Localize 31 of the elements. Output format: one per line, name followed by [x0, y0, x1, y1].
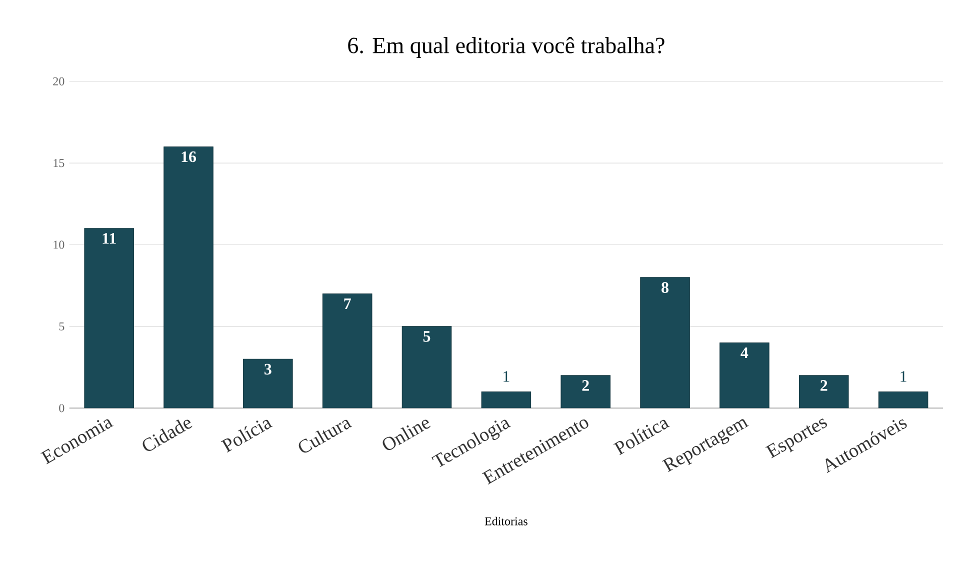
data-label: 11 [102, 233, 116, 244]
x-tick-label: Cidade [142, 419, 192, 451]
data-label: 2 [820, 380, 828, 391]
data-label: 16 [182, 151, 196, 162]
data-label: 4 [740, 347, 748, 358]
y-tick-label: 20 [53, 77, 64, 86]
y-tick-label: 15 [54, 158, 64, 167]
x-tick-label: Online [382, 420, 431, 450]
bar [720, 342, 770, 408]
y-tick-label: 0 [59, 404, 64, 412]
data-label: 2 [582, 380, 589, 391]
bar [243, 358, 293, 408]
bar [402, 326, 452, 408]
bar [164, 146, 214, 408]
bar [798, 375, 849, 408]
data-label: 8 [662, 282, 668, 293]
chart-title: 6. Em qual editoria você trabalha? [348, 36, 664, 58]
data-label: 7 [344, 298, 351, 309]
data-label: 1 [900, 371, 906, 382]
bar [84, 228, 134, 408]
data-label: 5 [423, 331, 430, 342]
x-axis-title: Editorias [484, 516, 528, 526]
bar [481, 391, 532, 408]
bar [322, 293, 372, 408]
data-label: 1 [504, 371, 510, 382]
bar [878, 391, 928, 408]
data-label: 3 [264, 364, 272, 374]
y-tick-label: 5 [59, 322, 64, 330]
bar [560, 375, 610, 408]
bar [640, 277, 690, 408]
y-tick-label: 10 [54, 240, 64, 249]
